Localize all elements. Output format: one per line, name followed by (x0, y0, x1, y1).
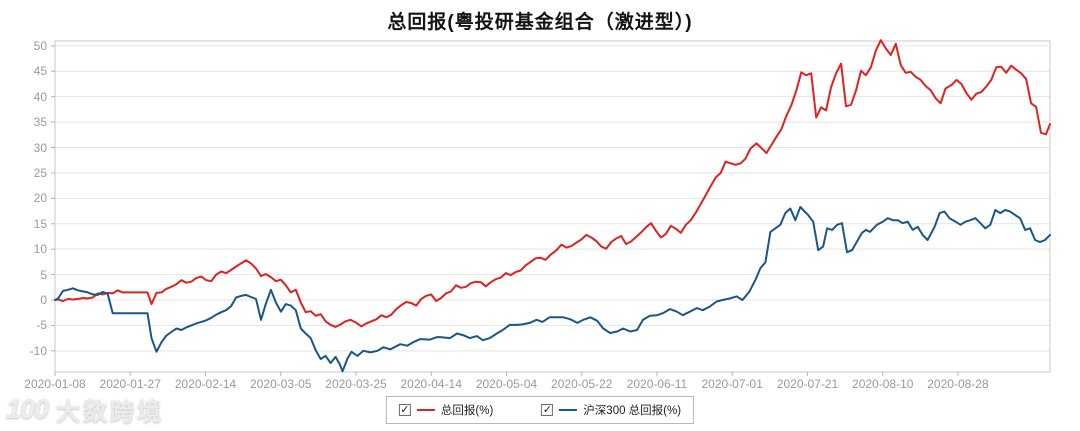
x-axis-tick-label: 2020-02-14 (174, 377, 237, 391)
y-axis-tick-label: 30 (33, 140, 47, 155)
x-axis-tick-label: 2020-08-10 (852, 377, 914, 391)
y-axis-tick-label: 10 (33, 242, 47, 257)
y-axis-tick-label: 40 (33, 89, 47, 104)
y-axis-tick-label: 25 (33, 165, 47, 180)
y-axis-tick-label: -10 (29, 343, 47, 358)
y-axis-tick-label: -5 (36, 318, 47, 333)
chart-title: 总回报(粤投研基金组合（激进型）) (387, 12, 693, 33)
x-axis-tick-label: 2020-01-27 (99, 377, 161, 391)
fund-series-checkbox[interactable]: ✓ (398, 403, 411, 416)
index-series-checkbox[interactable]: ✓ (541, 403, 554, 416)
x-axis-tick-label: 2020-05-22 (551, 377, 613, 391)
x-axis-tick-label: 2020-04-14 (400, 377, 462, 391)
y-axis-tick-label: 35 (33, 115, 47, 130)
fund-series-label: 总回报(%) (440, 405, 494, 417)
y-axis-tick-label: 20 (33, 191, 47, 206)
x-axis-tick-label: 2020-05-04 (475, 377, 538, 391)
index-series-line-swatch (559, 409, 578, 411)
legend: ✓ 总回报(%) ✓ 沪深300 总回报(%) (385, 396, 695, 424)
x-axis-tick-label: 2020-07-21 (776, 377, 839, 391)
y-axis-tick-label: 5 (40, 267, 47, 282)
x-axis-tick-label: 2020-08-28 (927, 377, 989, 391)
legend-item-index[interactable]: ✓ 沪深300 总回报(%) (541, 402, 681, 418)
legend-item-fund[interactable]: ✓ 总回报(%) (398, 402, 494, 418)
y-axis-tick-label: 0 (40, 293, 47, 307)
x-axis-tick-label: 2020-07-01 (701, 377, 763, 391)
fund-series-line-swatch (416, 409, 435, 411)
y-axis-tick-label: 15 (33, 216, 47, 231)
y-axis-tick-label: 45 (33, 64, 47, 79)
x-axis-tick-label: 2020-01-08 (24, 377, 86, 391)
x-axis-tick-label: 2020-06-11 (626, 377, 688, 391)
x-axis-tick-label: 2020-03-25 (325, 377, 387, 391)
y-axis-tick-label: 50 (33, 38, 47, 53)
index-series-label: 沪深300 总回报(%) (583, 405, 682, 417)
x-axis-tick-label: 2020-03-05 (250, 377, 312, 391)
